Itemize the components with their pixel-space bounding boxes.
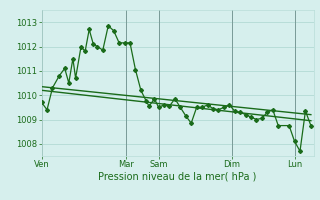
X-axis label: Pression niveau de la mer( hPa ): Pression niveau de la mer( hPa ) [99,172,257,182]
